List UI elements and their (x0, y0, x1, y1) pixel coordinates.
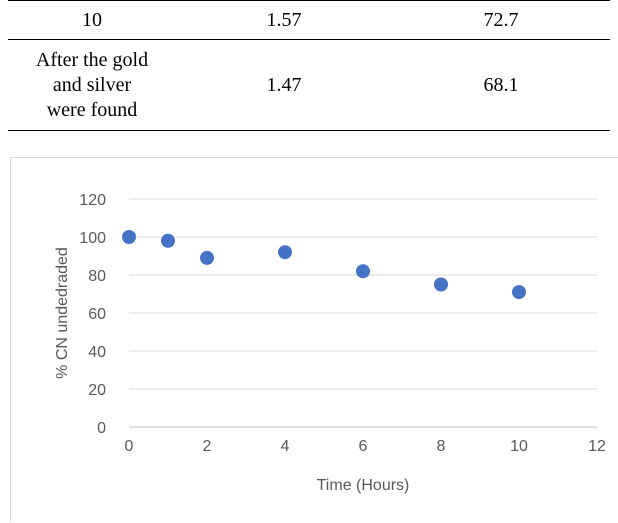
table-row: 10 1.57 72.7 (8, 0, 610, 40)
table-row: After the gold and silver were found 1.4… (8, 39, 610, 131)
data-point (512, 285, 526, 300)
cell-line: After the gold (35, 48, 149, 71)
y-tick-labels: 0 20 40 60 80 100 120 (79, 192, 106, 437)
table-cell: 68.1 (392, 39, 610, 131)
table-cell: After the gold and silver were found (8, 39, 176, 131)
table-cell: 72.7 (392, 0, 610, 40)
data-points (122, 230, 526, 300)
x-tick-label: 2 (203, 438, 212, 455)
data-point (434, 277, 448, 292)
y-tick-label: 100 (79, 230, 106, 247)
x-tick-labels: 0 2 4 6 8 10 12 (125, 438, 606, 455)
x-tick-label: 8 (437, 438, 446, 455)
cell-line: were found (46, 98, 138, 121)
y-tick-label: 40 (88, 344, 106, 361)
x-axis-title: Time (Hours) (317, 477, 410, 494)
x-tick-label: 12 (588, 438, 606, 455)
gridlines (129, 198, 597, 428)
y-tick-label: 0 (97, 420, 106, 437)
y-axis-title: % CN undedraded (54, 247, 71, 379)
data-point (278, 245, 292, 260)
data-point (200, 250, 214, 265)
table-cell: 10 (8, 0, 176, 40)
chart-svg: 0 20 40 60 80 100 120 0 2 4 6 8 10 12 % CN undedrade… (54, 192, 606, 494)
x-tick-label: 6 (359, 438, 368, 455)
results-table: 10 1.57 72.7 After the gold and silver w… (8, 0, 610, 131)
y-tick-label: 20 (88, 382, 106, 399)
data-point (122, 230, 136, 244)
data-point (161, 233, 175, 248)
x-tick-label: 4 (281, 438, 290, 455)
x-tick-label: 10 (510, 438, 528, 455)
table-cell: 1.47 (176, 39, 392, 131)
table-cell: 1.57 (176, 0, 392, 40)
y-tick-label: 60 (88, 306, 106, 323)
scatter-chart: 0 20 40 60 80 100 120 0 2 4 6 8 10 12 % CN undedrade… (10, 157, 618, 522)
cell-line: and silver (52, 73, 132, 96)
y-tick-label: 120 (79, 192, 106, 209)
x-tick-label: 0 (125, 438, 134, 455)
y-tick-label: 80 (88, 268, 106, 285)
data-point (356, 264, 370, 279)
